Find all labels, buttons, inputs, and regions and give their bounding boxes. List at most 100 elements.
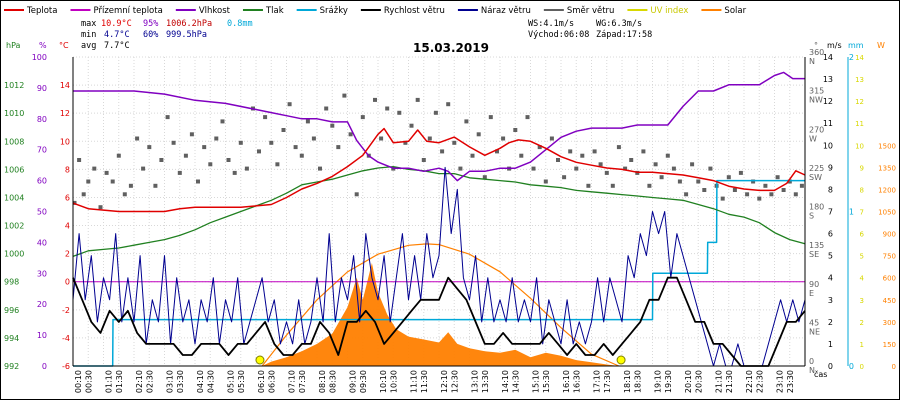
temperature-tick-label: 2 bbox=[65, 250, 70, 259]
legend-label-feels: Přízemní teplota bbox=[93, 6, 162, 16]
x-tick-label: 19:10 bbox=[654, 370, 663, 393]
x-tick-label: 05:30 bbox=[237, 370, 246, 393]
wind-direction-point bbox=[214, 136, 219, 141]
x-tick-label: 15:10 bbox=[532, 370, 541, 393]
stat-max-label: max bbox=[81, 19, 96, 29]
wind-direction-point bbox=[354, 192, 359, 197]
wind-direction-point bbox=[92, 166, 97, 171]
wind-direction-point bbox=[775, 175, 780, 180]
wind-speed-tick-label: 11 bbox=[823, 119, 833, 128]
wind-direction-point bbox=[757, 196, 762, 201]
wind-direction-point bbox=[165, 115, 170, 120]
wind-direction-point bbox=[616, 145, 621, 150]
pressure-tick-label: 998 bbox=[4, 278, 19, 287]
uv-tick-label: 12 bbox=[855, 98, 864, 106]
wind-direction-point bbox=[86, 179, 91, 184]
series-wind bbox=[72, 276, 806, 367]
wind-direction-point bbox=[793, 192, 798, 197]
wind-speed-tick-label: 2 bbox=[828, 318, 833, 327]
wind-direction-point bbox=[537, 145, 542, 150]
wind-speed-tick-label: 1 bbox=[828, 340, 833, 349]
x-tick-label: 10:10 bbox=[379, 370, 388, 393]
x-tick-label: 21:10 bbox=[715, 370, 724, 393]
wind-direction-point bbox=[77, 158, 82, 162]
x-tick-label: 23:10 bbox=[776, 370, 785, 393]
sunrise-marker bbox=[255, 355, 265, 365]
solar-tick-label: 0 bbox=[892, 363, 896, 371]
x-tick-label: 22:10 bbox=[745, 370, 754, 393]
wind-direction-point bbox=[171, 140, 176, 145]
x-tick-label: 12:30 bbox=[450, 370, 459, 393]
wind-direction-point bbox=[629, 158, 634, 162]
wind-direction-point bbox=[153, 183, 158, 188]
x-tick-label: 18:10 bbox=[623, 370, 632, 393]
wind-direction-point bbox=[653, 162, 658, 167]
pressure-tick-label: 992 bbox=[4, 362, 19, 371]
temperature-tick-label: 0 bbox=[65, 278, 70, 287]
x-tick-label: 04:30 bbox=[206, 370, 215, 393]
humidity-tick-label: 50 bbox=[37, 208, 47, 217]
line-series bbox=[72, 71, 806, 367]
wind-direction-point bbox=[330, 123, 335, 128]
wind-speed-tick-label: 6 bbox=[828, 230, 833, 239]
x-tick-label: 22:30 bbox=[755, 370, 764, 393]
humidity-tick-label: 90 bbox=[37, 84, 47, 93]
wind-direction-point bbox=[379, 136, 384, 141]
uv-tick-label: 13 bbox=[855, 76, 864, 84]
humidity-tick-label: 20 bbox=[37, 300, 47, 309]
wind-direction-point bbox=[373, 97, 377, 102]
wind-direction-point bbox=[525, 115, 530, 120]
wind-direction-point bbox=[641, 149, 646, 154]
wind-direction-point bbox=[568, 149, 573, 154]
wind-direction-point bbox=[769, 192, 774, 197]
wind-direction-point bbox=[549, 136, 554, 141]
uv-tick-label: 7 bbox=[860, 209, 864, 217]
sunset-marker bbox=[616, 355, 626, 365]
unit-pct: % bbox=[39, 41, 47, 50]
wind-direction-point bbox=[409, 123, 414, 128]
wind-direction-point bbox=[702, 188, 707, 192]
x-tick-label: 17:10 bbox=[593, 370, 602, 393]
wind-direction-point bbox=[342, 93, 347, 98]
x-tick-label: 13:30 bbox=[481, 370, 490, 393]
wind-info-block: WS:4.1m/s WG:6.3m/s Východ:06:08 Západ:1… bbox=[528, 19, 652, 40]
x-tick-label: 07:10 bbox=[288, 370, 297, 393]
axis-tick-labels: 9929949969981000100210041006100810101012… bbox=[4, 48, 896, 393]
solar-tick-label: 900 bbox=[883, 231, 896, 239]
wind-speed-tick-label: 4 bbox=[828, 274, 833, 283]
wind-direction-compass-label: S bbox=[809, 212, 814, 221]
wind-direction-point bbox=[513, 128, 518, 132]
wind-direction-point bbox=[580, 153, 585, 158]
humidity-tick-label: 40 bbox=[37, 238, 47, 247]
wind-direction-point bbox=[665, 153, 670, 158]
wind-direction-point bbox=[238, 140, 243, 145]
uv-tick-label: 3 bbox=[860, 297, 864, 305]
wind-direction-point bbox=[562, 175, 567, 180]
x-tick-label: 06:10 bbox=[257, 370, 266, 393]
wind-direction-point bbox=[421, 158, 426, 162]
legend: Teplota Přízemní teplota Vlhkost Tlak Srážky… bbox=[4, 6, 747, 16]
wind-direction-point bbox=[415, 97, 420, 102]
wind-direction-point bbox=[116, 153, 121, 158]
wind-direction-point bbox=[586, 183, 591, 188]
pressure-tick-label: 1004 bbox=[4, 194, 24, 203]
wind-direction-point bbox=[458, 166, 463, 171]
x-tick-label: 14:10 bbox=[501, 370, 510, 393]
wind-direction-point bbox=[732, 188, 737, 192]
stat-max-hum: 95% bbox=[143, 19, 158, 29]
wind-direction-point bbox=[482, 175, 487, 180]
wind-direction-point bbox=[177, 170, 182, 175]
wind-direction-point bbox=[592, 149, 597, 154]
stat-min-press: 999.5hPa bbox=[166, 30, 207, 40]
stat-avg-temp: 7.7°C bbox=[104, 41, 130, 51]
uv-tick-label: 10 bbox=[855, 142, 864, 150]
wind-direction-point bbox=[110, 179, 115, 184]
wind-direction-point bbox=[799, 183, 804, 188]
x-tick-label: 01:10 bbox=[105, 370, 114, 393]
wind-speed-tick-label: 14 bbox=[823, 53, 833, 62]
wind-speed-tick-label: 13 bbox=[823, 75, 833, 84]
wind-direction-point bbox=[81, 192, 86, 197]
stat-min-temp: 4.7°C bbox=[104, 30, 130, 40]
wind-direction-compass-label: W bbox=[809, 134, 817, 143]
wind-direction-point bbox=[427, 136, 432, 141]
